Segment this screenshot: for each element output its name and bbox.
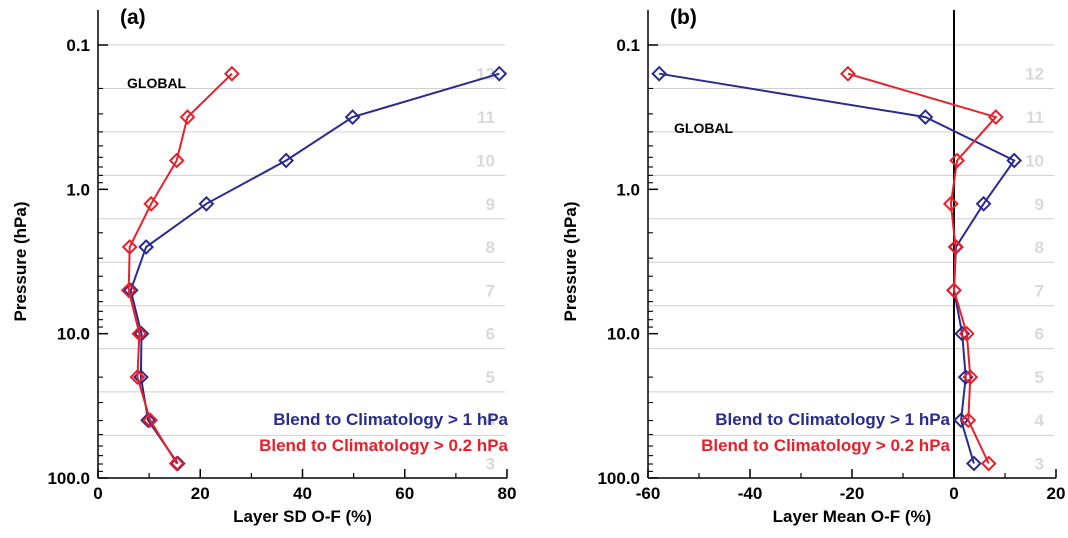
legend-entry: Blend to Climatology > 0.2 hPa [701,436,950,455]
data-point-marker [133,325,150,342]
layer-number-label: 8 [486,238,495,257]
y-tick-label: 100.0 [597,469,640,488]
x-tick-label: 80 [498,484,517,503]
legend-entry: Blend to Climatology > 1 hPa [715,410,950,429]
y-tick-label: 10.0 [607,325,640,344]
layer-number-label: 5 [486,368,495,387]
legend-entry: Blend to Climatology > 1 hPa [273,410,508,429]
data-point-marker [975,195,992,212]
x-tick-label: 40 [293,484,312,503]
layer-number-label: 8 [1035,238,1044,257]
x-tick-label: -40 [738,484,763,503]
y-tick-label: 0.1 [66,36,90,55]
layer-number-label: 3 [1035,455,1044,474]
layer-number-label: 9 [486,195,495,214]
layer-number-label: 10 [1025,151,1044,170]
series-line [847,72,998,464]
data-point-marker [168,152,185,169]
data-point-marker [179,109,196,126]
data-point-marker [917,109,934,126]
data-point-marker [168,455,185,472]
layer-number-label: 3 [486,455,495,474]
y-tick-label: 1.0 [66,180,90,199]
data-point-marker [1006,152,1023,169]
data-point-marker [949,152,966,169]
y-tick-label: 0.1 [616,36,640,55]
data-point-marker [980,455,997,472]
data-point-marker [946,282,962,299]
legend-entry: Blend to Climatology > 0.2 hPa [259,436,508,455]
panel-label: (a) [120,6,146,29]
data-point-marker [953,412,970,429]
data-point-marker [142,412,159,429]
y-tick-label: 100.0 [47,469,90,488]
x-tick-label: -60 [636,484,661,503]
layer-number-label: 5 [1035,368,1044,387]
x-tick-label: -20 [840,484,865,503]
data-point-marker [121,239,138,255]
data-point-marker [138,239,155,255]
series-line [127,72,233,465]
layer-number-label: 7 [1035,281,1044,300]
data-point-marker [278,152,295,169]
data-point-marker [965,455,982,472]
x-axis-title: Layer SD O-F (%) [233,507,372,526]
data-point-marker [958,325,975,342]
layer-number-label: 11 [477,108,495,127]
layer-number-label: 12 [1025,65,1044,84]
data-point-marker [140,412,157,429]
panel-label: (b) [670,6,697,29]
x-tick-label: 20 [1047,484,1066,503]
layer-number-label: 10 [476,151,495,170]
layer-number-label: 7 [486,281,495,300]
layer-number-label: 11 [1026,108,1044,127]
x-tick-label: 20 [191,484,210,503]
data-point-marker [143,195,160,212]
region-label: GLOBAL [674,120,734,136]
data-point-marker [120,282,137,299]
data-point-marker [651,65,668,82]
y-tick-label: 10.0 [57,325,90,344]
x-tick-label: 60 [395,484,414,503]
y-tick-label: 1.0 [616,180,640,199]
layer-number-label: 9 [1035,195,1044,214]
data-point-marker [962,369,979,386]
panel-b: 12 11 10 9 8 7 6 5 4 3 -60 -40 -20 0 20 0.1 1.0 10.0 100.0… [561,6,1065,526]
data-point-marker [344,109,361,126]
data-point-marker [491,65,508,82]
data-point-marker [947,239,964,255]
layer-number-label: 4 [1035,411,1045,430]
data-point-marker [131,325,148,342]
data-point-marker [129,369,146,386]
y-axis-title: Pressure (hPa) [561,202,580,322]
layer-number-label: 6 [486,325,495,344]
x-axis-title: Layer Mean O-F (%) [773,507,932,526]
data-point-marker [942,195,959,212]
y-axis-title: Pressure (hPa) [11,202,30,322]
data-point-marker [198,195,215,212]
x-tick-label: 0 [93,484,102,503]
layer-number-label: 6 [1035,325,1044,344]
data-point-marker [960,412,977,429]
data-point-marker [223,65,240,82]
x-tick-label: 0 [949,484,958,503]
series-2 [120,65,240,472]
data-point-marker [839,65,856,82]
layer-number-label: 4 [486,411,496,430]
series-2 [839,65,1004,472]
region-label: GLOBAL [127,75,187,91]
data-point-marker [987,109,1004,126]
